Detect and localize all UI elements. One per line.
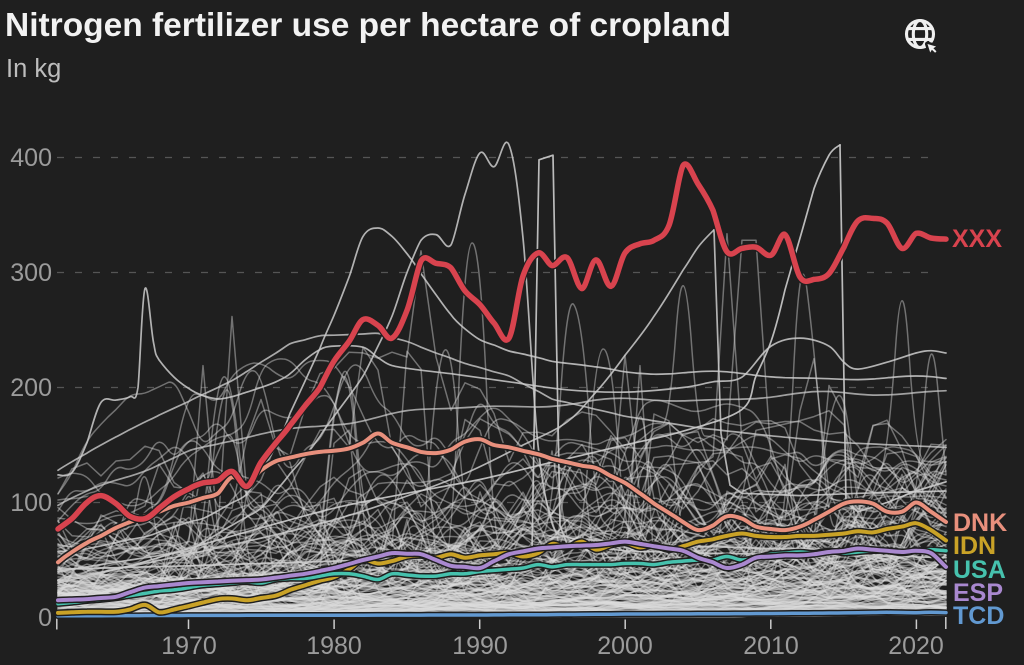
svg-text:ESP: ESP: [953, 579, 1003, 607]
svg-text:IDN: IDN: [953, 532, 996, 560]
svg-text:300: 300: [10, 259, 52, 287]
svg-text:TCD: TCD: [953, 602, 1004, 630]
svg-text:1970: 1970: [161, 632, 217, 660]
svg-text:2010: 2010: [743, 632, 799, 660]
svg-text:100: 100: [10, 489, 52, 517]
svg-text:1990: 1990: [452, 632, 508, 660]
svg-text:2020: 2020: [888, 632, 944, 660]
svg-text:0: 0: [38, 604, 52, 632]
svg-text:400: 400: [10, 144, 52, 172]
svg-text:1980: 1980: [306, 632, 362, 660]
svg-text:2000: 2000: [597, 632, 653, 660]
svg-text:XXX: XXX: [952, 225, 1002, 253]
svg-text:USA: USA: [953, 556, 1006, 584]
svg-text:DNK: DNK: [953, 509, 1007, 537]
svg-text:200: 200: [10, 374, 52, 402]
